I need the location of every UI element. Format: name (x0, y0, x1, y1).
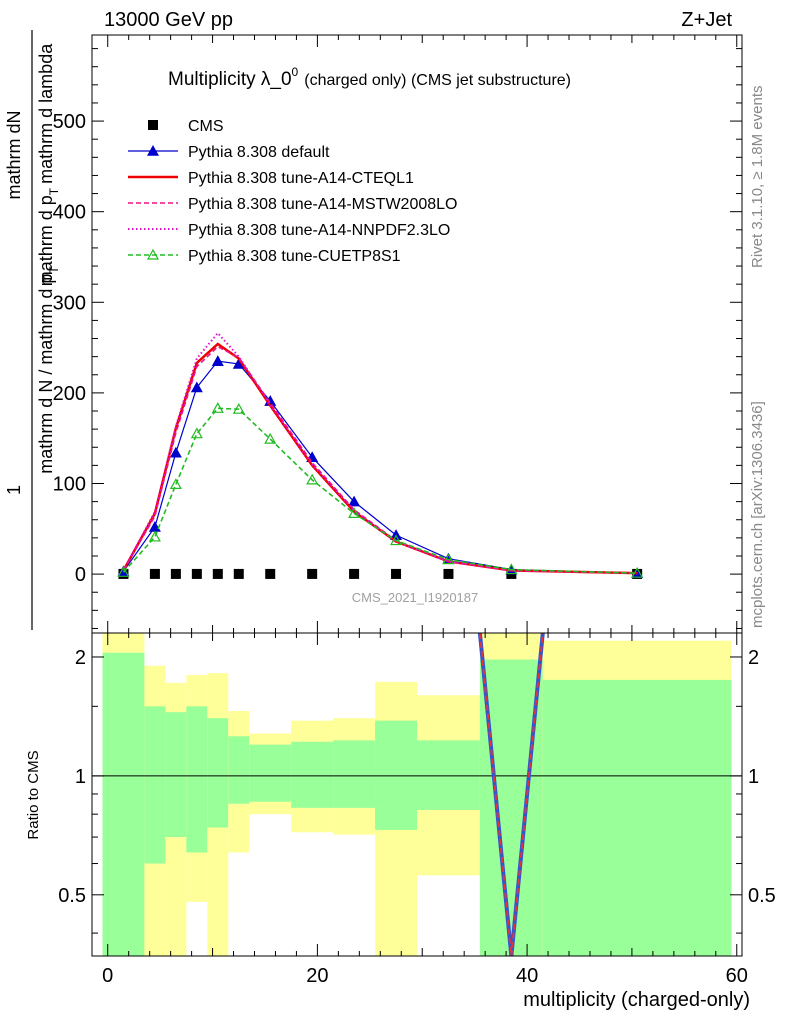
series-point-5 (117, 566, 130, 577)
cms-point (265, 568, 276, 579)
ratio-y-tick-label: 2 (75, 647, 86, 669)
cms-point (191, 568, 202, 579)
cms-point (233, 568, 244, 579)
series-point-1 (190, 381, 203, 393)
x-tick-label: 20 (306, 965, 328, 987)
legend-label-1: Pythia 8.308 default (188, 144, 330, 161)
series-point-1 (211, 355, 224, 366)
legend-label-2: Pythia 8.308 tune-A14-CTEQL1 (188, 170, 414, 187)
legend-label-4: Pythia 8.308 tune-A14-NNPDF2.3LO (188, 222, 450, 239)
main-y-tick-label: 0 (75, 564, 86, 586)
y-label-numerator: 1 (4, 485, 24, 495)
ratio-bands (92, 633, 742, 956)
cms-point (391, 568, 402, 579)
rivet-version-label: Rivet 3.1.10, ≥ 1.8M events (749, 86, 766, 269)
series-point-5 (232, 402, 245, 414)
cms-point (149, 568, 160, 579)
ratio-band-stat-10 (417, 740, 480, 810)
main-y-tick-label: 100 (53, 474, 86, 496)
main-y-tick-label: 400 (53, 202, 86, 224)
series-line-3 (122, 345, 638, 574)
main-series (117, 331, 644, 579)
plot-title-sup: 0 (292, 65, 299, 79)
series-point-5 (148, 530, 161, 542)
series-point-5 (442, 553, 455, 565)
y-label-denominator-2: mathrm d pTmathrm d lambda (36, 43, 61, 286)
series-point-5 (264, 432, 277, 444)
legend: CMS Pythia 8.308 default Pythia 8.308 tune… (128, 118, 457, 265)
x-tick-label: 60 (726, 965, 748, 987)
y-label-denominator: mathrm d N / mathrm d pT (36, 266, 61, 474)
series-point-1 (169, 446, 182, 458)
series-point-1 (232, 357, 245, 369)
series-point-5 (505, 563, 518, 575)
series-line-4 (122, 331, 638, 575)
ratio-band-stat-6 (249, 744, 292, 802)
cms-point (349, 568, 360, 579)
series-point-5 (348, 507, 361, 519)
ratio-band-stat-3 (186, 706, 208, 853)
x-tick-label: 0 (102, 965, 113, 987)
series-line-1 (122, 360, 638, 574)
series-point-1 (148, 520, 161, 532)
ratio-y-tick-label: 1 (75, 766, 86, 788)
cms-point (170, 568, 181, 579)
ratio-y-label: Ratio to CMS (25, 750, 42, 839)
cms-point (307, 568, 318, 579)
ratio-band-stat-11 (479, 659, 543, 956)
series-point-1 (348, 495, 361, 507)
legend-marker-1 (147, 145, 159, 156)
ratio-band-stat-4 (207, 718, 229, 828)
ratio-band-stat-8 (333, 740, 376, 808)
ratio-y-tick-label: 0.5 (58, 885, 86, 907)
series-point-5 (169, 478, 182, 490)
ratio-y-tick-label-right: 2 (748, 647, 759, 669)
series-line-5 (122, 407, 638, 574)
y-label-numerator-2: mathrm dN (4, 110, 24, 199)
ratio-y-tick-label-right: 1 (748, 766, 759, 788)
ratio-band-stat-9 (375, 720, 417, 830)
series-point-5 (631, 566, 644, 578)
cms-point (212, 568, 223, 579)
legend-marker-5 (146, 248, 160, 260)
main-y-tick-label: 500 (53, 111, 86, 133)
axes: 0 100 200 300 400 500 0 20 40 60 0.5 0.5 1 1 2 2 (53, 35, 776, 987)
series-point-5 (306, 473, 319, 485)
ratio-band-stat-12 (542, 679, 732, 956)
ratio-plot-frame (91, 632, 743, 957)
ratio-band-stat-2 (165, 712, 187, 838)
legend-label-0: CMS (188, 118, 224, 135)
ratio-y-tick-label-right: 0.5 (748, 885, 776, 907)
process-label: Z+Jet (681, 9, 732, 31)
legend-marker-0 (148, 120, 158, 130)
plot-title-main: Multiplicity λ_0 (168, 69, 292, 90)
legend-label-5: Pythia 8.308 tune-CUETP8S1 (188, 248, 401, 265)
series-point-5 (211, 402, 224, 413)
cms-point (443, 568, 454, 579)
series-line-2 (122, 342, 638, 575)
series-point-5 (190, 427, 203, 439)
main-y-tick-label: 200 (53, 383, 86, 405)
analysis-id: CMS_2021_I1920187 (352, 590, 479, 605)
x-tick-label: 40 (516, 965, 538, 987)
main-y-tick-label: 300 (53, 292, 86, 314)
ratio-band-stat-5 (228, 736, 250, 804)
legend-label-3: Pythia 8.308 tune-A14-MSTW2008LO (188, 196, 457, 213)
energy-label: 13000 GeV pp (104, 9, 233, 31)
ratio-band-stat-0 (102, 652, 145, 956)
mcplots-label: mcplots.cern.ch [arXiv:1306.3436] (749, 401, 766, 628)
series-point-5 (390, 534, 403, 546)
ratio-band-stat-7 (291, 741, 334, 808)
ratio-band-stat-1 (144, 706, 166, 864)
x-axis-label: multiplicity (charged-only) (523, 989, 750, 1011)
plot-title: Multiplicity λ_00 (charged only) (CMS jet… (168, 65, 571, 90)
plot-title-suffix: (charged only) (CMS jet substructure) (304, 72, 571, 89)
main-y-label: 1 mathrm dN mathrm d N / mathrm d pT mat… (4, 30, 61, 630)
